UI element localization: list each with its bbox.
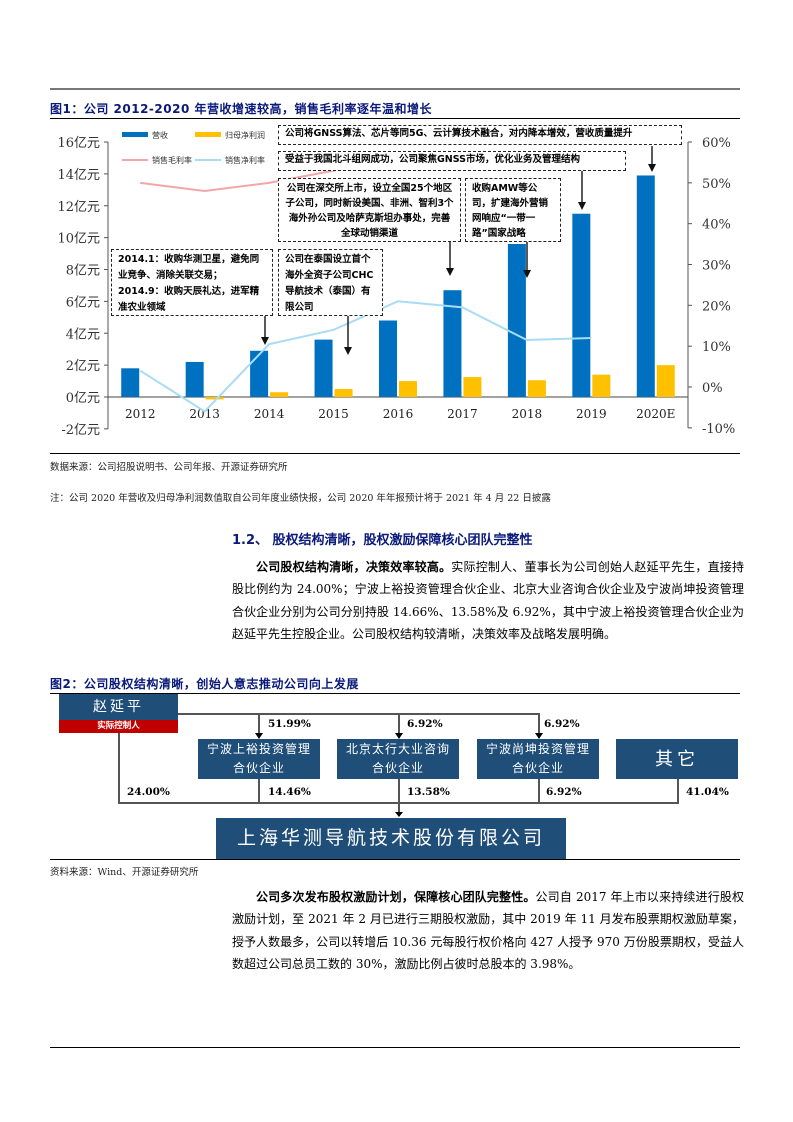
svg-text:14亿元: 14亿元 xyxy=(57,168,100,183)
annotation-2017: 公司在深交所上市，设立全国25个地区子公司，同时新设美国、非洲、智利3个海外孙公… xyxy=(278,178,461,242)
figure2-title: 图2：公司股权结构清晰，创始人意志推动公司向上发展 xyxy=(50,677,359,691)
revenue-chart: 16亿元 14亿元 12亿元 10亿元 8亿元 6亿元 4亿元 2亿元 0亿元 -2亿元 60% 50… xyxy=(40,120,760,450)
footer-rule xyxy=(50,1047,740,1048)
svg-text:10%: 10% xyxy=(702,340,731,355)
svg-text:4亿元: 4亿元 xyxy=(66,327,100,342)
holder1-down-connector xyxy=(258,779,260,803)
figure1-bottom-rule xyxy=(50,453,740,454)
holder1-from-founder-pct: 51.99% xyxy=(268,718,311,730)
svg-text:2016: 2016 xyxy=(383,407,414,421)
header-rule xyxy=(50,88,740,90)
arrow-head-icon xyxy=(395,733,403,739)
svg-text:16亿元: 16亿元 xyxy=(57,136,100,151)
company-box: 上海华测导航技术股份有限公司 xyxy=(216,818,566,859)
holder3-from-founder-pct: 6.92% xyxy=(544,718,580,730)
holder3-down-connector xyxy=(538,779,540,803)
figure1-source: 数据来源：公司招股说明书、公司年报、开源证券研究所 xyxy=(50,462,288,473)
company-connector xyxy=(398,802,400,814)
founder-direct-pct: 24.00% xyxy=(127,786,170,798)
svg-text:2018: 2018 xyxy=(512,407,543,421)
svg-text:2019: 2019 xyxy=(576,407,607,421)
svg-text:2015: 2015 xyxy=(318,407,349,421)
svg-text:营收: 营收 xyxy=(152,130,168,140)
annotation-2019: 受益于我国北斗组网成功，公司聚焦GNSS市场，优化业务及管理结构 xyxy=(278,151,626,171)
annotation-2014: 2014.1：收购华测卫星，避免同业竞争、消除关联交易；2014.9：收购天辰礼… xyxy=(111,249,273,316)
figure1-title: 图1：公司 2012-2020 年营收增速较高，销售毛利率逐年温和增长 xyxy=(50,102,432,116)
holder-box-others: 其它 xyxy=(616,739,738,779)
founder-down-connector xyxy=(118,733,120,803)
svg-text:销售净利率: 销售净利率 xyxy=(225,155,265,165)
svg-text:2亿元: 2亿元 xyxy=(66,359,100,374)
svg-text:归母净利润: 归母净利润 xyxy=(225,130,265,140)
figure2-source: 资料来源：Wind、开源证券研究所 xyxy=(50,867,199,878)
svg-text:销售毛利率: 销售毛利率 xyxy=(152,155,192,165)
founder-role-badge: 实际控制人 xyxy=(59,720,178,733)
svg-text:50%: 50% xyxy=(702,177,731,192)
others-to-company-pct: 41.04% xyxy=(686,786,729,798)
svg-text:0%: 0% xyxy=(702,381,723,396)
svg-text:40%: 40% xyxy=(702,218,731,233)
holder-name-others: 其它 xyxy=(655,748,699,770)
holder-box-ningbo-shangkun: 宁波尚坤投资管理 合伙企业 xyxy=(477,739,599,779)
svg-text:10亿元: 10亿元 xyxy=(57,232,100,247)
holder-box-ningbo-shangyu: 宁波上裕投资管理 合伙企业 xyxy=(198,739,320,779)
paragraph-body: 公司自 2017 年上市以来持续进行股权激励计划，至 2021 年 2 月已进行… xyxy=(232,890,744,972)
holder-name-line2: 合伙企业 xyxy=(511,761,564,775)
holder3-to-company-pct: 6.92% xyxy=(546,786,582,798)
holder-name-line2: 合伙企业 xyxy=(232,761,285,775)
svg-text:8亿元: 8亿元 xyxy=(66,264,100,279)
holder1-to-company-pct: 14.46% xyxy=(268,786,311,798)
holder2-down-connector xyxy=(398,779,400,803)
svg-text:20%: 20% xyxy=(702,299,731,314)
svg-text:2013: 2013 xyxy=(189,407,220,421)
connector-to-holder2 xyxy=(398,713,400,736)
paragraph-lead: 公司多次发布股权激励计划，保障核心团队完整性。 xyxy=(256,890,536,904)
founder-top-connector xyxy=(178,713,540,715)
section-heading: 1.2、 股权结构清晰，股权激励保障核心团队完整性 xyxy=(232,533,533,548)
paragraph-equity-structure: 公司股权结构清晰，决策效率较高。实际控制人、董事长为公司创始人赵延平先生，直接持… xyxy=(232,556,744,646)
holder-box-beijing-daye: 北京太行大业咨询 合伙企业 xyxy=(337,739,459,779)
svg-text:-2亿元: -2亿元 xyxy=(61,423,100,438)
paragraph-body: 实际控制人、董事长为公司创始人赵延平先生，直接持股比例约为 24.00%；宁波上… xyxy=(232,560,744,642)
holder-name-line1: 北京太行大业咨询 xyxy=(345,742,450,756)
holder-name-line1: 宁波尚坤投资管理 xyxy=(485,742,590,756)
holder2-from-founder-pct: 6.92% xyxy=(407,718,443,730)
svg-text:2017: 2017 xyxy=(447,407,478,421)
founder-box: 赵延平 xyxy=(59,694,178,720)
connector-to-holder1 xyxy=(258,713,260,736)
arrow-head-icon xyxy=(395,812,403,817)
annotation-2020: 公司将GNSS算法、芯片等同5G、云计算技术融合，对内降本增效，营收质量提升 xyxy=(278,125,682,145)
figure1-title-rule xyxy=(50,118,740,119)
svg-text:-10%: -10% xyxy=(702,422,735,437)
svg-text:60%: 60% xyxy=(702,136,731,151)
svg-text:12亿元: 12亿元 xyxy=(57,200,100,215)
figure2-title-rule xyxy=(50,693,740,694)
connector-to-holder3 xyxy=(538,713,540,736)
arrow-head-icon xyxy=(255,733,263,739)
arrow-head-icon xyxy=(535,733,543,739)
founder-name: 赵延平 xyxy=(93,698,144,715)
svg-text:30%: 30% xyxy=(702,259,731,274)
figure1-note: 注：公司 2020 年营收及归母净利润数值取自公司年度业绩快报，公司 2020 … xyxy=(50,493,551,504)
chart-svg: 16亿元 14亿元 12亿元 10亿元 8亿元 6亿元 4亿元 2亿元 0亿元 -2亿元 60% 50… xyxy=(57,130,735,438)
holder2-to-company-pct: 13.58% xyxy=(407,786,450,798)
others-down-connector xyxy=(677,779,679,803)
svg-text:0亿元: 0亿元 xyxy=(66,391,100,406)
svg-text:2014: 2014 xyxy=(254,407,285,421)
svg-text:2020E: 2020E xyxy=(636,407,675,421)
paragraph-lead: 公司股权结构清晰，决策效率较高。 xyxy=(256,560,452,574)
figure2-bottom-rule xyxy=(50,859,740,860)
holder-name-line1: 宁波上裕投资管理 xyxy=(206,742,311,756)
company-name: 上海华测导航技术股份有限公司 xyxy=(236,827,545,849)
svg-text:6亿元: 6亿元 xyxy=(66,295,100,310)
annotation-2015: 公司在泰国设立首个海外全资子公司CHC导航技术（泰国）有限公司 xyxy=(278,249,383,316)
holder-name-line2: 合伙企业 xyxy=(371,761,424,775)
annotation-2018: 收购AMW等公司，扩建海外营销网响应“一带一路”国家战略 xyxy=(465,178,561,242)
svg-text:2012: 2012 xyxy=(125,407,156,421)
paragraph-incentive-plan: 公司多次发布股权激励计划，保障核心团队完整性。公司自 2017 年上市以来持续进… xyxy=(232,886,744,976)
